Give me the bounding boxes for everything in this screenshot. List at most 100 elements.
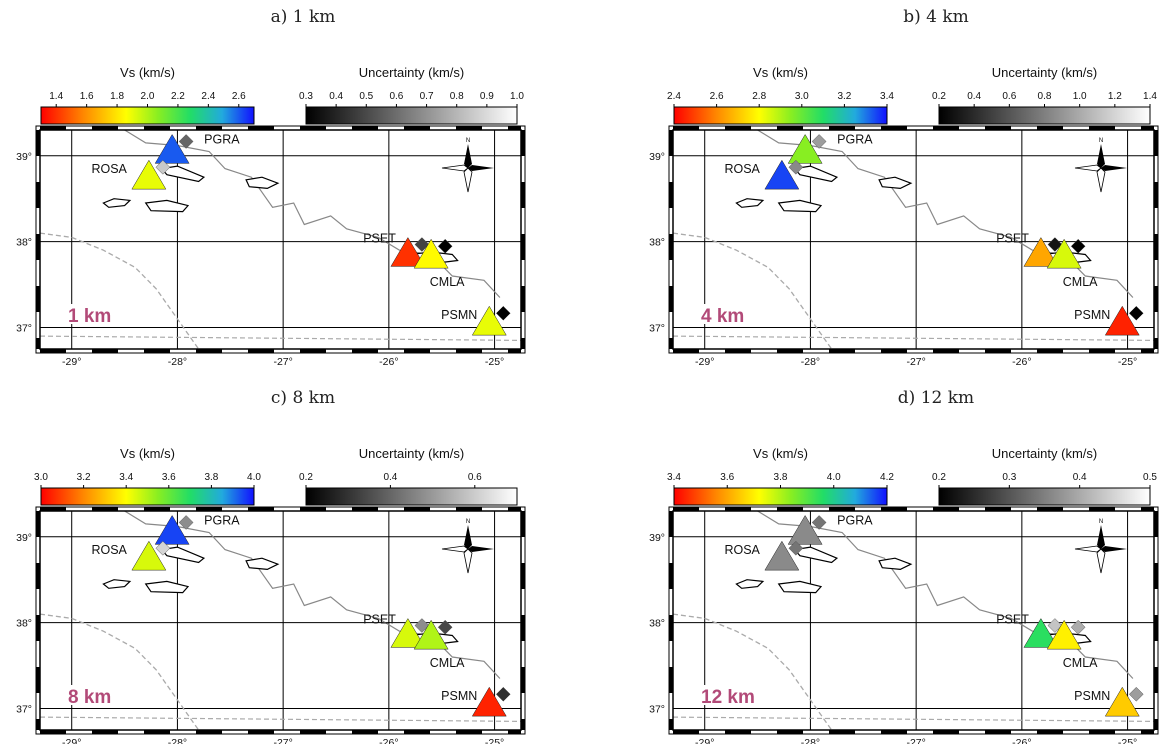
frame-tick-segment xyxy=(1037,349,1063,353)
depth-label: 4 km xyxy=(701,306,744,327)
frame-tick-segment xyxy=(36,338,40,349)
vs-triangle xyxy=(1023,237,1059,267)
station-marker: PSET xyxy=(363,232,430,267)
frame-tick-segment xyxy=(508,507,521,511)
station-label: PGRA xyxy=(837,132,873,146)
panel-title: b) 4 km xyxy=(903,7,969,27)
station-label: PSMN xyxy=(1074,308,1110,322)
vs-colorbar-tick-label: 2.0 xyxy=(141,91,155,102)
vs-triangle xyxy=(131,540,167,571)
frame-tick-segment xyxy=(669,338,673,349)
longitude-tick-label: -26° xyxy=(1012,356,1031,368)
frame-tick-segment xyxy=(985,349,1011,353)
frame-tick-segment xyxy=(881,730,907,734)
frame-tick-segment xyxy=(92,730,118,734)
vs-colorbar-gradient xyxy=(673,487,888,506)
longitude-tick-label: -29° xyxy=(695,737,714,744)
uncertainty-diamond xyxy=(788,540,804,556)
vs-colorbar-tick-label: 3.8 xyxy=(204,472,218,483)
vs-colorbar-tick-label: 3.8 xyxy=(774,472,788,483)
uncertainty-colorbar-tick-label: 1.0 xyxy=(510,91,524,102)
station-marker: PSMN xyxy=(1074,686,1144,717)
frame-tick-segment xyxy=(669,130,673,156)
frame-tick-segment xyxy=(36,234,40,260)
uncertainty-colorbar-tick-label: 0.4 xyxy=(1073,472,1087,483)
frame-tick-segment xyxy=(36,615,40,641)
station-marker: ROSA xyxy=(91,540,171,571)
vs-colorbar-tick-label: 3.4 xyxy=(667,472,681,483)
station-label: PGRA xyxy=(204,132,240,146)
frame-tick-segment xyxy=(669,563,673,589)
frame-tick-segment xyxy=(777,349,803,353)
frame-tick-segment xyxy=(673,507,699,511)
frame-tick-segment xyxy=(1141,730,1154,734)
uncertainty-diamond xyxy=(1070,619,1086,635)
plate-boundary-line xyxy=(672,613,833,731)
vs-triangle xyxy=(390,237,426,267)
longitude-tick-label: -27° xyxy=(906,737,925,744)
vs-colorbar: Vs (km/s) 1.4 1.6 1.8 2.0 2.2 2.4 2.6 xyxy=(40,65,255,125)
map-outer-border xyxy=(35,506,526,735)
vs-colorbar-gradient xyxy=(673,106,888,125)
station-label: ROSA xyxy=(91,543,127,557)
frame-tick-segment xyxy=(300,349,326,353)
latitude-tick-label: 39° xyxy=(16,151,32,163)
fracture-zone-line xyxy=(672,716,1155,722)
plate-boundary-line xyxy=(39,232,200,350)
station-marker: CMLA xyxy=(413,619,465,670)
north-arrow-icon: N xyxy=(1074,519,1127,574)
latitude-tick-label: 37° xyxy=(649,323,665,335)
frame-tick-segment xyxy=(1089,126,1115,130)
uncertainty-colorbar-gradient xyxy=(305,106,518,125)
longitude-tick-label: -26° xyxy=(1012,737,1031,744)
uncertainty-colorbar-title: Uncertainty (km/s) xyxy=(992,65,1097,80)
island-outline xyxy=(160,165,206,183)
vs-colorbar-tick-label: 3.6 xyxy=(720,472,734,483)
station-marker: PGRA xyxy=(154,132,240,164)
frame-tick-segment xyxy=(881,126,907,130)
frame-tick-segment xyxy=(36,719,40,730)
station-label: PSMN xyxy=(1074,689,1110,703)
uncertainty-colorbar-tick-label: 1.0 xyxy=(1073,91,1087,102)
frame-tick-segment xyxy=(777,126,803,130)
frame-tick-segment xyxy=(196,349,222,353)
station-label: ROSA xyxy=(724,543,760,557)
frame-tick-segment xyxy=(669,182,673,208)
frame-tick-segment xyxy=(40,349,66,353)
vs-triangle xyxy=(390,618,426,648)
depth-label-background xyxy=(64,304,108,324)
vs-colorbar-tick-label: 3.4 xyxy=(119,472,133,483)
depth-label: 8 km xyxy=(68,687,111,708)
vs-colorbar-tick-label: 4.2 xyxy=(880,472,894,483)
north-label: N xyxy=(1099,519,1103,525)
frame-tick-segment xyxy=(456,507,482,511)
frame-tick-segment xyxy=(508,349,521,353)
vs-triangle xyxy=(154,133,190,164)
uncertainty-colorbar-tick-label: 1.4 xyxy=(1143,91,1157,102)
frame-tick-segment xyxy=(248,507,274,511)
frame-tick-segment xyxy=(669,615,673,641)
longitude-tick-label: -27° xyxy=(273,356,292,368)
uncertainty-diamond xyxy=(1047,237,1063,252)
longitude-tick-label: -28° xyxy=(168,737,187,744)
frame-tick-segment xyxy=(40,126,66,130)
frame-tick-segment xyxy=(144,730,170,734)
uncertainty-diamond xyxy=(437,619,453,635)
vs-triangle xyxy=(413,619,449,650)
frame-tick-segment xyxy=(1089,507,1115,511)
north-label: N xyxy=(1099,138,1103,144)
plate-boundary-line xyxy=(672,232,833,350)
vs-colorbar-tick-label: 1.4 xyxy=(49,91,63,102)
frame-tick-segment xyxy=(881,507,907,511)
vs-colorbar-title: Vs (km/s) xyxy=(753,65,808,80)
frame-tick-segment xyxy=(829,349,855,353)
frame-tick-segment xyxy=(456,126,482,130)
longitude-tick-label: -26° xyxy=(379,737,398,744)
vs-colorbar: Vs (km/s) 3.4 3.6 3.8 4.0 4.2 xyxy=(667,446,894,506)
frame-tick-segment xyxy=(521,667,525,693)
island-outline xyxy=(793,546,839,564)
uncertainty-colorbar-gradient xyxy=(938,106,1151,125)
frame-tick-segment xyxy=(985,126,1011,130)
vs-colorbar-title: Vs (km/s) xyxy=(120,65,175,80)
